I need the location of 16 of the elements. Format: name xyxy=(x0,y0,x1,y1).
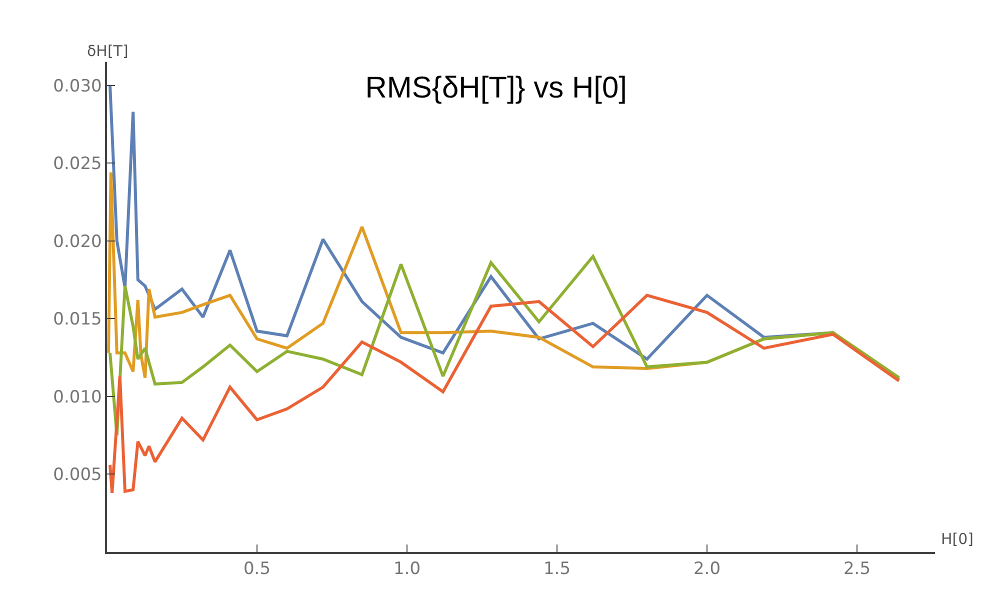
y-axis-title: δH[T] xyxy=(87,42,128,60)
line-series xyxy=(108,254,900,437)
chart-title: RMS{δH[T]} vs H[0] xyxy=(365,72,628,105)
x-tick-label: 1.0 xyxy=(393,559,421,580)
x-tick-label: 1.5 xyxy=(543,559,571,580)
y-tick-label: 0.030 xyxy=(53,76,102,96)
y-tick-label: 0.020 xyxy=(53,232,102,252)
y-tick-label: 0.005 xyxy=(53,465,102,486)
y-tick-label: 0.025 xyxy=(53,154,102,174)
x-tick-label: 0.5 xyxy=(243,559,271,580)
line-series xyxy=(108,294,900,494)
x-tick-label: 2.5 xyxy=(843,559,871,580)
y-tick-label: 0.010 xyxy=(53,387,102,408)
y-tick-label: 0.015 xyxy=(53,310,102,330)
x-axis-title: H[0] xyxy=(941,530,974,548)
x-tick-label: 2.0 xyxy=(693,559,721,580)
